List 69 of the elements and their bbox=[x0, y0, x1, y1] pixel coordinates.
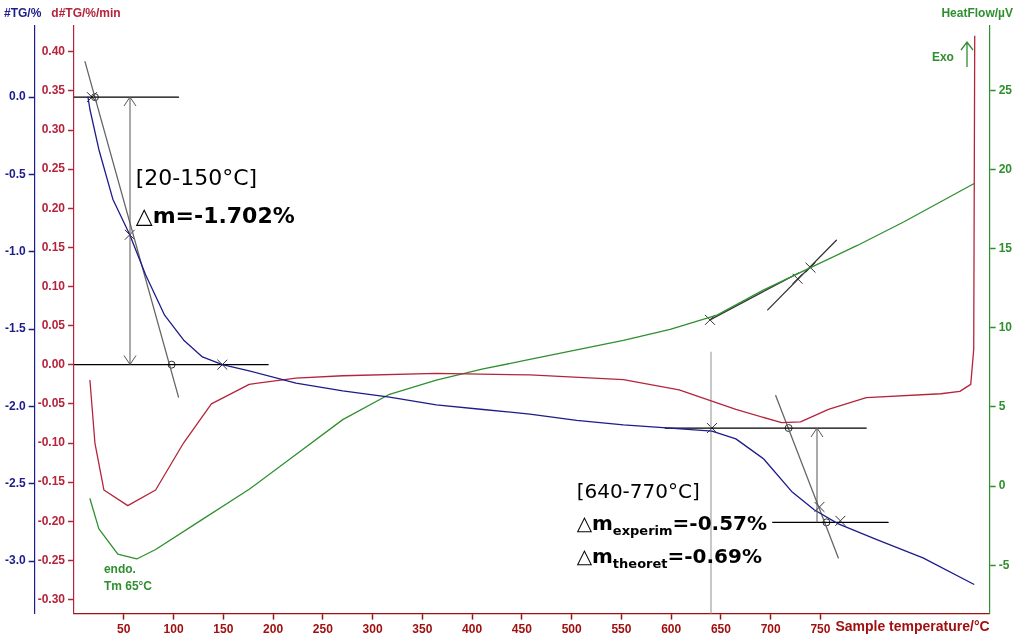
point bbox=[822, 518, 831, 527]
annotation: Exo bbox=[931, 49, 954, 64]
annotation: △m$_{experim}$=-0.57% bbox=[576, 511, 768, 539]
x-tick-label: 450 bbox=[511, 622, 533, 637]
y2-tick-label: 0.30 bbox=[41, 122, 66, 137]
y2-tick-label: -0.30 bbox=[37, 591, 66, 606]
point bbox=[704, 314, 716, 326]
point bbox=[834, 515, 846, 527]
y2-tick-label: -0.25 bbox=[37, 552, 66, 567]
y3-tick-label: 5 bbox=[998, 399, 1006, 414]
y2-tick-label: -0.10 bbox=[37, 435, 66, 450]
y-tick-label: 0.0 bbox=[8, 89, 26, 104]
y2-tick-label: 0.10 bbox=[41, 278, 66, 293]
annotation: △m$_{theoret}$=-0.69% bbox=[576, 544, 762, 571]
annotation: [640-770°C] bbox=[576, 479, 700, 504]
x-axis-title: Sample temperature/°C bbox=[835, 618, 990, 635]
point bbox=[706, 422, 718, 434]
y2-tick-label: 0.40 bbox=[41, 44, 66, 59]
x-tick-label: 300 bbox=[362, 622, 383, 637]
point bbox=[216, 359, 228, 371]
x-tick-label: 550 bbox=[611, 622, 632, 637]
point bbox=[167, 360, 176, 369]
y2-tick-label: 0.05 bbox=[41, 317, 66, 332]
y3-axis-title: HeatFlow/µV bbox=[941, 6, 1013, 21]
y3-tick-label: 20 bbox=[998, 161, 1013, 176]
x-tick-label: 400 bbox=[462, 622, 483, 637]
y-tick-label: -1.0 bbox=[4, 244, 26, 259]
y2-tick-label: 0.35 bbox=[41, 83, 66, 98]
point bbox=[86, 91, 98, 103]
y-tick-label: -2.0 bbox=[4, 398, 26, 413]
point bbox=[814, 501, 825, 513]
x-tick-label: 200 bbox=[263, 622, 284, 637]
annotation: △m=-1.702% bbox=[135, 203, 295, 229]
y3-tick-label: -5 bbox=[998, 557, 1010, 572]
x-tick-label: 500 bbox=[561, 622, 582, 637]
y2-tick-label: -0.20 bbox=[37, 513, 66, 528]
y3-tick-label: 0 bbox=[998, 478, 1006, 493]
point bbox=[792, 273, 804, 285]
y-tick-label: -3.0 bbox=[4, 553, 26, 568]
x-tick-label: 100 bbox=[163, 622, 184, 637]
point bbox=[124, 229, 136, 241]
point bbox=[784, 424, 793, 433]
x-tick-label: 350 bbox=[412, 622, 433, 637]
y2-tick-label: 0.15 bbox=[41, 239, 66, 254]
y2-tick-label: -0.15 bbox=[37, 474, 66, 489]
y-tick-label: -1.5 bbox=[4, 321, 26, 336]
y3-tick-label: 15 bbox=[998, 240, 1013, 255]
y2-tick-label: 0.25 bbox=[41, 161, 66, 176]
y2-tick-label: 0.20 bbox=[41, 200, 66, 215]
y3-tick-label: 25 bbox=[998, 82, 1013, 97]
annotation: endo. bbox=[103, 561, 136, 576]
x-tick-label: 650 bbox=[710, 622, 732, 637]
x-tick-label: 250 bbox=[312, 622, 334, 637]
y2-tick-label: 0.00 bbox=[41, 357, 66, 372]
y3-tick-label: 10 bbox=[998, 320, 1013, 335]
x-tick-label: 750 bbox=[810, 622, 831, 637]
annotation: [20-150°C] bbox=[135, 164, 258, 190]
point bbox=[90, 93, 99, 102]
y2-axis-title: d#TG/%/min bbox=[51, 6, 121, 21]
annotation: Tm 65°C bbox=[103, 578, 153, 593]
x-tick-label: 700 bbox=[760, 622, 782, 637]
x-tick-label: 150 bbox=[213, 622, 234, 637]
point bbox=[805, 262, 816, 274]
x-tick-label: 50 bbox=[117, 622, 131, 637]
y-axis-title: #TG/% bbox=[4, 6, 42, 21]
x-tick-label: 600 bbox=[661, 622, 682, 637]
y-tick-label: -2.5 bbox=[4, 476, 26, 491]
y-tick-label: -0.5 bbox=[4, 166, 26, 181]
y2-tick-label: -0.05 bbox=[37, 396, 66, 411]
